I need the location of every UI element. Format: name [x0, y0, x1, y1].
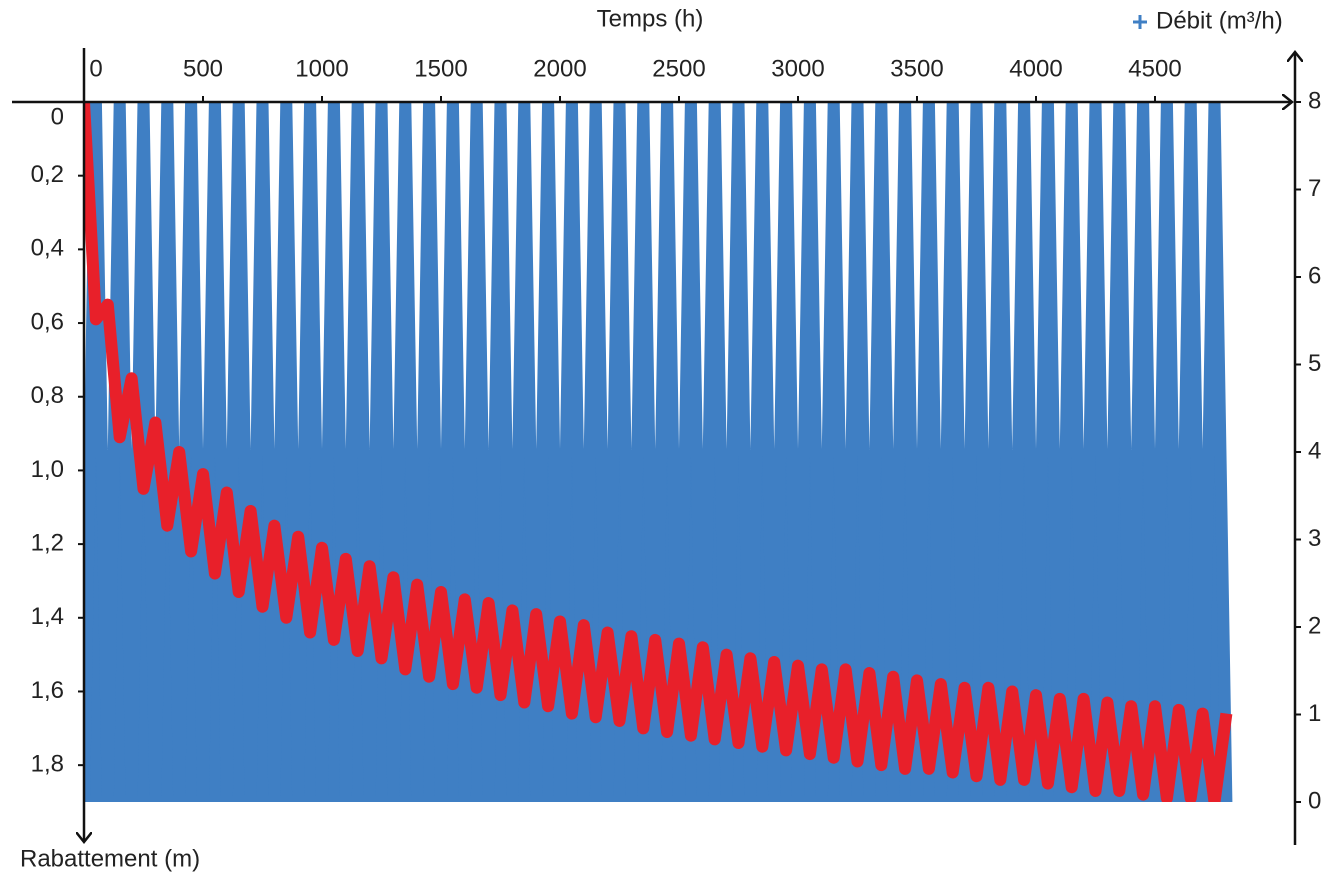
- y-tick-label: 0,6: [31, 308, 64, 335]
- y-tick-label: 0,8: [31, 382, 64, 409]
- y2-tick-label: 7: [1308, 175, 1321, 202]
- x-tick-label: 2500: [652, 55, 705, 82]
- y2-tick-label: 1: [1308, 700, 1321, 727]
- y-tick-label: 0: [51, 103, 64, 130]
- x-tick-label: 3000: [771, 55, 824, 82]
- x-tick-label: 1500: [414, 55, 467, 82]
- x-tick-label: 4000: [1009, 55, 1062, 82]
- y-tick-label: 1,0: [31, 456, 64, 483]
- y-tick-label: 1,4: [31, 603, 64, 630]
- y2-tick-label: 8: [1308, 87, 1321, 114]
- y-tick-label: 1,6: [31, 677, 64, 704]
- y2-tick-label: 6: [1308, 262, 1321, 289]
- legend-label: Débit (m³/h): [1156, 7, 1283, 34]
- marks: [84, 102, 1233, 802]
- x-tick-label: 500: [183, 55, 223, 82]
- y-tick-label: 0,4: [31, 235, 64, 262]
- y-axis-title: Rabattement (m): [20, 845, 200, 872]
- y2-tick-label: 3: [1308, 525, 1321, 552]
- y-tick-label: 1,2: [31, 529, 64, 556]
- y-tick-label: 0,2: [31, 161, 64, 188]
- y2-tick-label: 0: [1308, 787, 1321, 814]
- x-axis-title: Temps (h): [597, 5, 704, 32]
- x-tick-label: 1000: [295, 55, 348, 82]
- y2-tick-label: 4: [1308, 437, 1321, 464]
- y-tick-label: 1,8: [31, 751, 64, 778]
- x-tick-label: 3500: [890, 55, 943, 82]
- line: [84, 102, 1233, 802]
- x-tick-label: 4500: [1128, 55, 1181, 82]
- y2-tick-label: 2: [1308, 612, 1321, 639]
- y2-tick-label: 5: [1308, 350, 1321, 377]
- x-tick-label: 2000: [533, 55, 586, 82]
- x-tick-label: 0: [89, 55, 102, 82]
